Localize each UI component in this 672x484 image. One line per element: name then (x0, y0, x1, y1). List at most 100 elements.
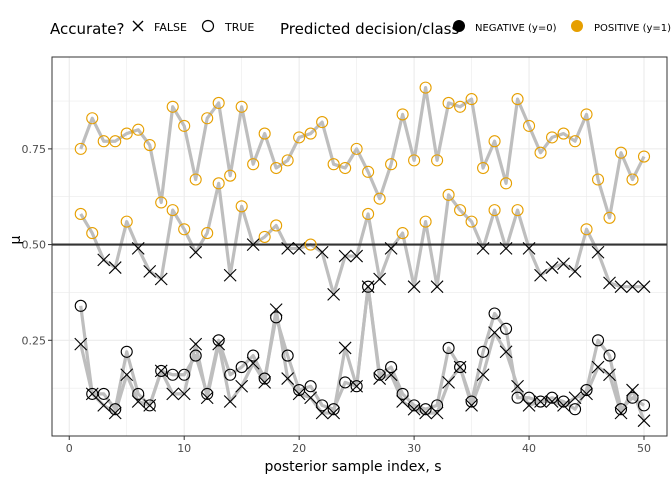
point-accurate (270, 219, 283, 232)
point-inaccurate (338, 249, 352, 263)
legend-positive-label: POSITIVE (y=1) (594, 23, 671, 34)
point-inaccurate (361, 280, 375, 294)
point-cross-stroke (488, 326, 501, 340)
point-cross-stroke (614, 280, 628, 294)
point-inaccurate (465, 398, 478, 412)
point-cross-stroke (235, 379, 249, 393)
point-inaccurate (511, 379, 524, 393)
point-inaccurate (143, 398, 157, 412)
point-accurate (155, 196, 168, 209)
point-inaccurate (235, 379, 249, 393)
point-inaccurate (292, 387, 306, 401)
point-accurate (235, 100, 248, 113)
point-cross-stroke (407, 402, 421, 416)
point-accurate (74, 207, 87, 221)
panel-border (51, 56, 668, 437)
point-accurate (189, 173, 202, 186)
point-inaccurate (614, 280, 628, 294)
point-cross-stroke (258, 376, 272, 389)
point-cross-stroke (614, 406, 628, 420)
point-inaccurate (557, 398, 570, 412)
point-accurate (408, 154, 421, 167)
point-inaccurate (350, 249, 364, 263)
point-cross-stroke (304, 391, 318, 405)
point-accurate (637, 150, 651, 163)
point-accurate (385, 158, 398, 171)
series-line (79, 181, 645, 296)
point-cross-stroke (580, 387, 593, 401)
point-inaccurate (189, 245, 203, 259)
point-cross-stroke (246, 238, 260, 251)
point-inaccurate (292, 242, 306, 255)
legend-key-negative-icon (453, 20, 465, 32)
point-accurate (442, 96, 455, 109)
point-cross-stroke (534, 268, 547, 282)
point-accurate (626, 173, 639, 186)
point-inaccurate (626, 383, 639, 397)
point-inaccurate (568, 264, 582, 278)
point-cross-stroke (74, 337, 88, 351)
legend-key-false-icon (132, 20, 144, 32)
point-inaccurate (614, 406, 628, 420)
legend-true-label: TRUE (224, 21, 254, 34)
point-cross-stroke (97, 253, 111, 267)
point-inaccurate (74, 337, 88, 351)
point-accurate (373, 368, 386, 381)
point-inaccurate (304, 391, 318, 405)
point-accurate (511, 93, 524, 106)
x-tick-label: 0 (66, 442, 73, 455)
point-inaccurate (557, 257, 570, 271)
point-cross-stroke (534, 395, 547, 408)
point-accurate (178, 119, 191, 132)
point-cross-stroke (281, 242, 295, 255)
plot-panel (51, 56, 668, 437)
y-tick-label: 0.50 (22, 239, 47, 252)
point-accurate (477, 345, 490, 358)
point-cross-stroke (476, 368, 490, 382)
point-accurate (293, 131, 306, 144)
point-cross-stroke (315, 406, 329, 420)
legend: Accurate? FALSE TRUE Predicted decision/… (50, 19, 671, 38)
point-cross-stroke (465, 398, 478, 412)
point-cross-stroke (154, 272, 168, 286)
point-accurate (614, 403, 628, 416)
legend-class-title: Predicted decision/class (280, 20, 459, 38)
point-accurate (281, 154, 294, 167)
x-axis-title: posterior sample index, s (264, 459, 441, 475)
point-inaccurate (419, 406, 432, 420)
point-inaccurate (143, 264, 157, 278)
point-cross-stroke (200, 391, 214, 405)
point-inaccurate (488, 326, 501, 340)
point-accurate (132, 123, 145, 136)
point-inaccurate (396, 395, 409, 408)
point-cross-stroke (384, 242, 398, 255)
x-tick-label: 50 (637, 442, 651, 455)
point-accurate (545, 131, 559, 144)
point-cross-stroke (522, 398, 536, 412)
point-accurate (396, 227, 409, 240)
point-accurate (591, 173, 605, 186)
point-accurate (442, 188, 455, 201)
point-inaccurate (534, 268, 547, 282)
point-inaccurate (453, 360, 467, 374)
point-inaccurate (327, 406, 341, 420)
point-accurate (454, 204, 467, 217)
point-accurate (339, 161, 352, 175)
point-accurate (120, 127, 133, 140)
axes: 0 10 20 30 40 50 0.25 0.50 0.75 (22, 143, 652, 455)
point-inaccurate (373, 372, 387, 385)
point-inaccurate (258, 376, 272, 389)
point-accurate (614, 146, 628, 159)
point-inaccurate (626, 280, 639, 294)
y-tick-label: 0.25 (22, 334, 47, 347)
point-cross-stroke (177, 387, 191, 401)
point-cross-stroke (396, 395, 409, 408)
point-accurate (511, 204, 524, 217)
point-cross-stroke (223, 395, 237, 408)
legend-key-true-icon (201, 19, 215, 33)
point-cross-stroke (522, 242, 536, 255)
point-inaccurate (591, 360, 605, 374)
point-inaccurate (166, 387, 180, 401)
series-line (79, 86, 646, 220)
